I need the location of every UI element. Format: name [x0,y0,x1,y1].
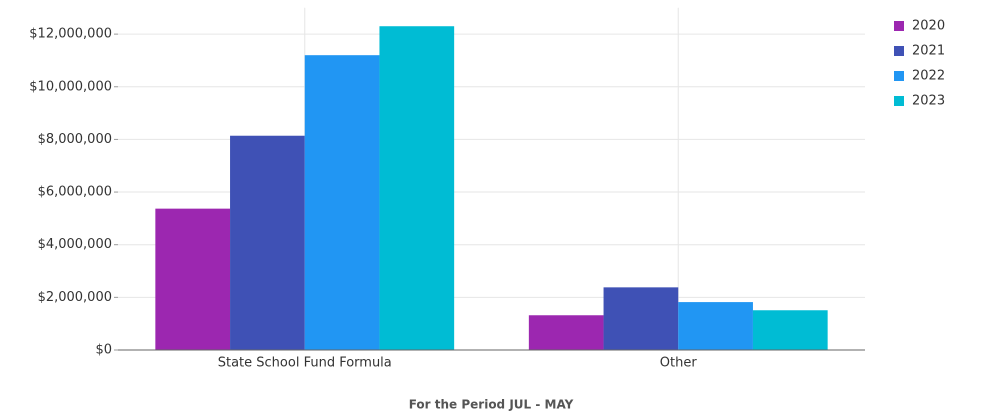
y-tick-label: $0 [95,343,112,358]
bar [155,208,231,350]
bar [678,302,753,350]
legend-swatch [894,71,904,81]
x-axis-title: For the Period JUL - MAY [409,398,574,412]
bar [752,310,828,350]
y-tick-label: $10,000,000 [29,79,112,94]
y-tick-label: $2,000,000 [38,290,112,305]
legend-swatch [894,46,904,56]
legend-label: 2020 [912,19,945,34]
legend-label: 2023 [912,94,945,109]
bar [230,135,305,350]
bar [304,55,380,350]
legend-swatch [894,96,904,106]
legend-swatch [894,21,904,31]
legend-label: 2021 [912,44,945,59]
x-tick-label: Other [660,356,698,371]
y-tick-label: $12,000,000 [29,27,112,42]
y-tick-label: $6,000,000 [38,185,112,200]
y-tick-label: $8,000,000 [38,132,112,147]
bar [379,26,455,350]
x-tick-label: State School Fund Formula [218,356,392,371]
y-tick-label: $4,000,000 [38,237,112,252]
bar [528,315,604,350]
legend-label: 2022 [912,69,945,84]
bar [603,287,679,350]
